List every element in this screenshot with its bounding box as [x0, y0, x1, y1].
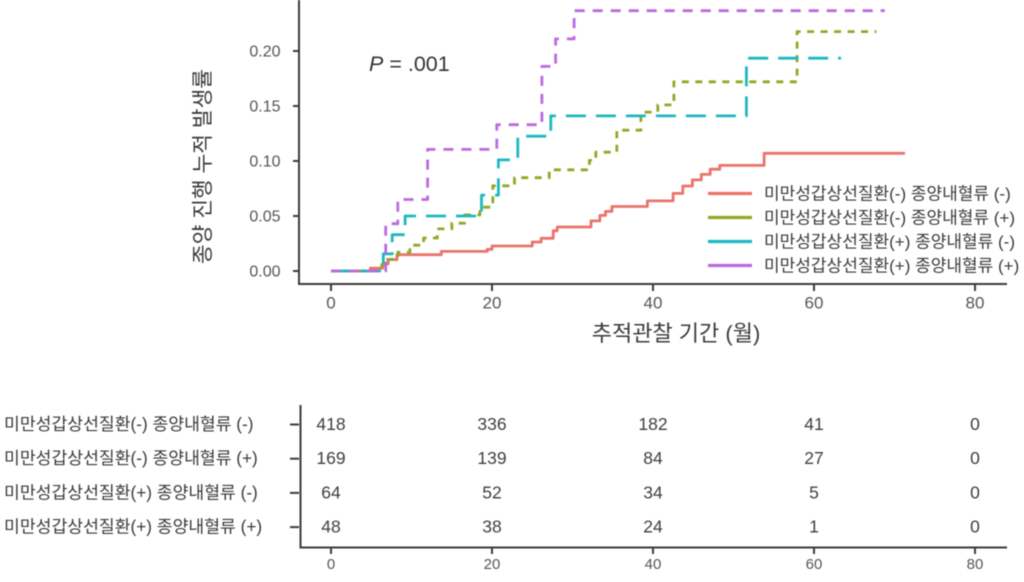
svg-text:종양 진행 누적 발생률: 종양 진행 누적 발생률: [191, 69, 215, 264]
svg-text:1: 1: [809, 517, 819, 537]
svg-text:미만성갑상선질환(-) 종양내혈류 (-): 미만성갑상선질환(-) 종양내혈류 (-): [4, 414, 253, 434]
svg-text:5: 5: [809, 482, 819, 502]
svg-text:20: 20: [483, 294, 502, 313]
svg-text:0.05: 0.05: [249, 209, 280, 226]
svg-text:0.15: 0.15: [249, 99, 280, 116]
svg-text:139: 139: [477, 448, 506, 468]
svg-text:0.00: 0.00: [249, 264, 280, 281]
svg-text:0: 0: [326, 294, 335, 313]
svg-text:미만성갑상선질환(-) 종양내혈류 (+): 미만성갑상선질환(-) 종양내혈류 (+): [4, 448, 258, 468]
svg-text:미만성갑상선질환(+) 종양내혈류 (+): 미만성갑상선질환(+) 종양내혈류 (+): [764, 257, 1019, 276]
svg-text:0: 0: [970, 517, 980, 537]
svg-text:24: 24: [643, 517, 663, 537]
svg-text:0: 0: [970, 482, 980, 502]
svg-text:182: 182: [638, 414, 667, 434]
svg-text:0.20: 0.20: [249, 44, 280, 61]
svg-text:60: 60: [805, 294, 824, 313]
svg-text:27: 27: [804, 448, 823, 468]
svg-text:418: 418: [316, 414, 345, 434]
svg-text:80: 80: [967, 556, 984, 573]
svg-text:미만성갑상선질환(+) 종양내혈류 (-): 미만성갑상선질환(+) 종양내혈류 (-): [4, 482, 258, 502]
svg-text:336: 336: [477, 414, 506, 434]
svg-text:80: 80: [966, 294, 985, 313]
svg-text:추적관찰 기간 (월): 추적관찰 기간 (월): [592, 321, 761, 346]
svg-text:P = .001: P = .001: [369, 52, 450, 76]
svg-text:20: 20: [484, 556, 501, 573]
svg-text:40: 40: [644, 294, 663, 313]
svg-text:미만성갑상선질환(-) 종양내혈류 (+): 미만성갑상선질환(-) 종양내혈류 (+): [764, 209, 1015, 228]
svg-text:169: 169: [316, 448, 345, 468]
svg-text:0: 0: [970, 414, 980, 434]
svg-text:38: 38: [482, 517, 501, 537]
svg-text:48: 48: [321, 517, 340, 537]
svg-text:0: 0: [970, 448, 980, 468]
svg-text:41: 41: [804, 414, 823, 434]
svg-text:미만성갑상선질환(+) 종양내혈류 (-): 미만성갑상선질환(+) 종양내혈류 (-): [764, 233, 1015, 252]
svg-text:52: 52: [482, 482, 501, 502]
svg-text:34: 34: [643, 482, 663, 502]
svg-text:60: 60: [806, 556, 823, 573]
svg-text:84: 84: [643, 448, 663, 468]
svg-text:64: 64: [321, 482, 341, 502]
svg-text:40: 40: [645, 556, 662, 573]
svg-text:0.10: 0.10: [249, 154, 280, 171]
svg-text:미만성갑상선질환(+) 종양내혈류 (+): 미만성갑상선질환(+) 종양내혈류 (+): [4, 517, 262, 537]
svg-text:미만성갑상선질환(-) 종양내혈류 (-): 미만성갑상선질환(-) 종양내혈류 (-): [764, 185, 1011, 204]
svg-text:0: 0: [327, 556, 335, 573]
